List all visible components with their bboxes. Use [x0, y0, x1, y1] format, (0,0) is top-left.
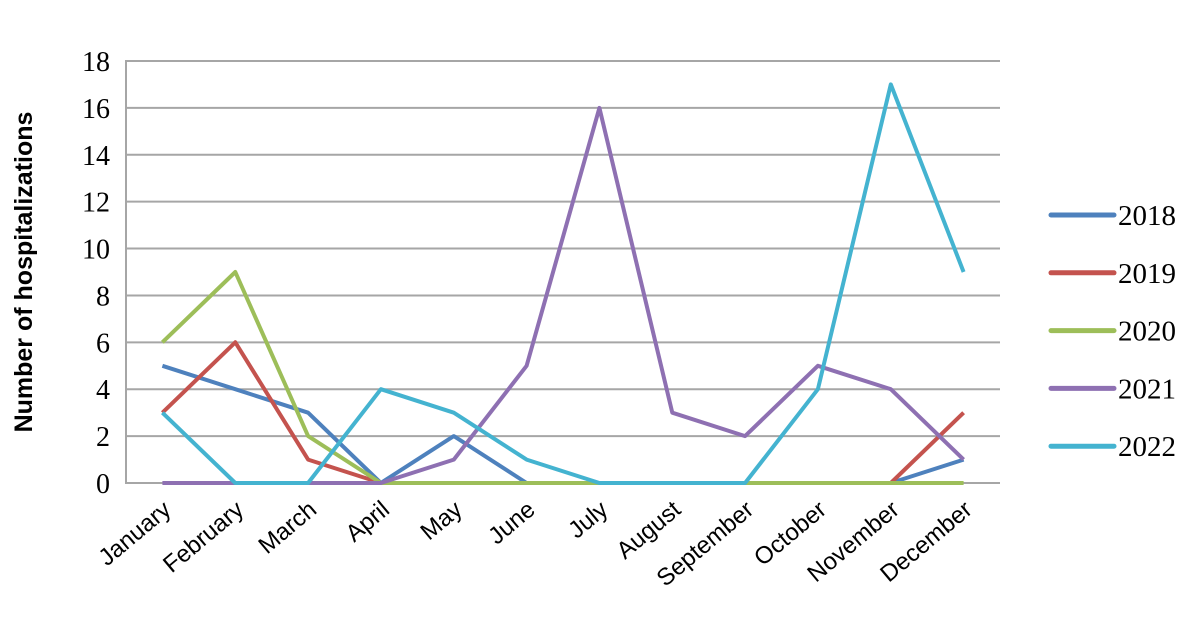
gridlines — [126, 60, 1000, 484]
x-tick-label-may: May — [416, 496, 468, 546]
legend-entry-2021: 2021 — [1048, 373, 1176, 405]
x-tick-label-february: February — [158, 496, 249, 578]
legend-label-2022: 2022 — [1118, 431, 1176, 463]
x-tick-label-june: June — [483, 496, 540, 550]
x-tick-label-april: April — [341, 496, 395, 548]
y-axis-title: Number of hospitalizations — [10, 112, 38, 433]
legend-entry-2018: 2018 — [1048, 200, 1176, 232]
x-tick-label-july: July — [563, 496, 613, 544]
data-series-lines — [161, 82, 966, 485]
legend-label-2019: 2019 — [1118, 258, 1176, 290]
legend: 2018 2019 2020 2021 2022 — [1048, 200, 1176, 463]
y-tick-label-14: 14 — [82, 141, 110, 172]
legend-label-2021: 2021 — [1118, 373, 1176, 405]
legend-entry-2020: 2020 — [1048, 316, 1176, 348]
y-axis-tick-labels: 0 2 4 6 8 10 12 14 16 18 — [82, 47, 110, 500]
legend-label-2020: 2020 — [1118, 316, 1176, 348]
y-tick-label-0: 0 — [96, 469, 110, 500]
y-tick-label-12: 12 — [82, 188, 110, 219]
axes — [125, 60, 1000, 484]
legend-entry-2019: 2019 — [1048, 258, 1176, 290]
y-tick-label-6: 6 — [96, 328, 110, 359]
legend-entry-2022: 2022 — [1048, 431, 1176, 463]
series-line-2022 — [161, 82, 966, 485]
legend-label-2018: 2018 — [1118, 200, 1176, 232]
y-tick-label-8: 8 — [96, 281, 110, 312]
x-tick-label-march: March — [253, 496, 321, 560]
series-line-2020 — [161, 270, 964, 485]
y-tick-label-10: 10 — [82, 235, 110, 266]
series-line-2019 — [161, 340, 965, 485]
y-tick-label-2: 2 — [96, 422, 110, 453]
y-tick-label-4: 4 — [96, 375, 110, 406]
y-tick-label-18: 18 — [82, 47, 110, 78]
y-tick-label-16: 16 — [82, 94, 110, 125]
